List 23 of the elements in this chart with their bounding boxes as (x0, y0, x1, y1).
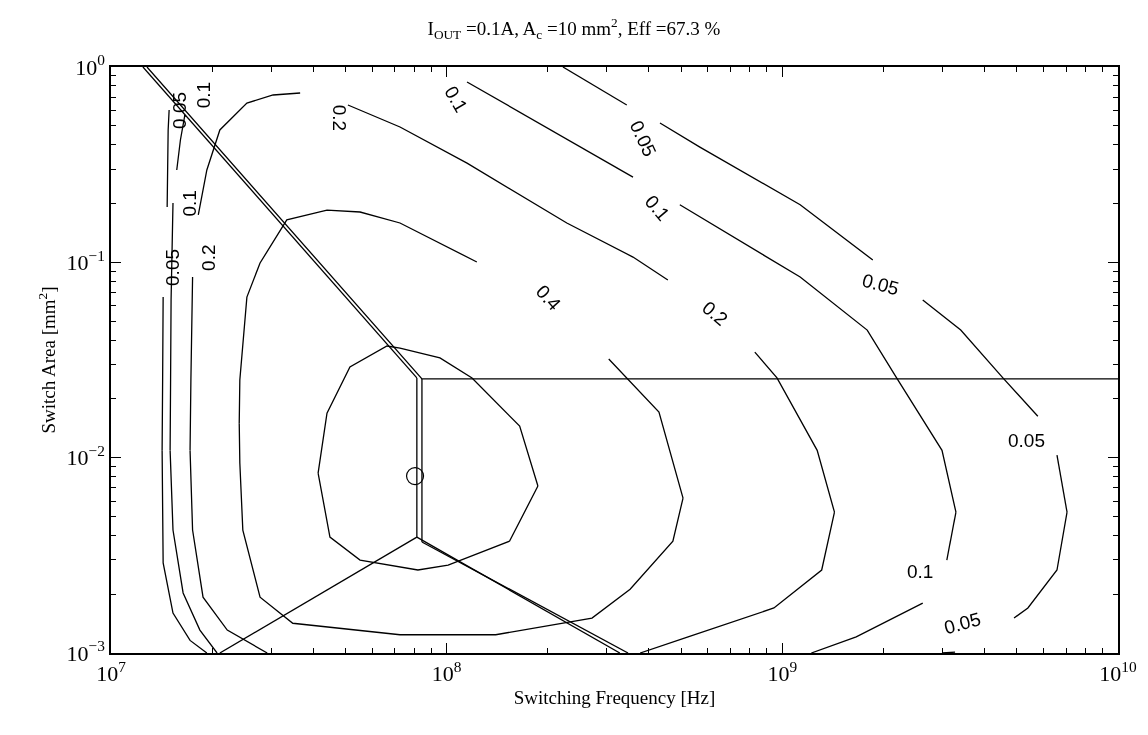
annotation: 0.05 (860, 269, 902, 300)
y-tick-label: 10$^{0}$ (75, 51, 106, 80)
y-tick-label: 10$^{−2}$ (66, 442, 105, 471)
y-tick-label: 10$^{−1}$ (66, 246, 105, 276)
x-tick-label: 10$^{8}$ (431, 657, 462, 687)
annotation: 0.1 (193, 81, 215, 109)
x-axis-title: Switching Frequency [Hz] (513, 687, 716, 709)
annotation: 0.1 (907, 561, 934, 582)
annotation: 0.05 (162, 248, 184, 286)
chart-title: I$_{OUT}$ =0.1A, A$_{c}$ =10 mm$^{2}$, Eff =67.3 % (427, 15, 721, 43)
x-tick-label: 10$^{10}$ (1099, 657, 1137, 687)
annotation: 0.2 (698, 296, 732, 330)
x-tick-label: 10$^{9}$ (767, 657, 798, 687)
annotation: 0.1 (178, 190, 200, 217)
annotation: 0.2 (198, 244, 220, 271)
annotation: 0.2 (328, 104, 350, 132)
annotation: 0.1 (640, 191, 674, 225)
annotation: 0.1 (440, 82, 472, 116)
annotation: 0.4 (531, 280, 566, 315)
annotation: 0.05 (1008, 430, 1045, 451)
annotation: 0.05 (625, 117, 661, 160)
annotation: 0.05 (941, 608, 983, 639)
annotation: 0.05 (169, 91, 191, 129)
